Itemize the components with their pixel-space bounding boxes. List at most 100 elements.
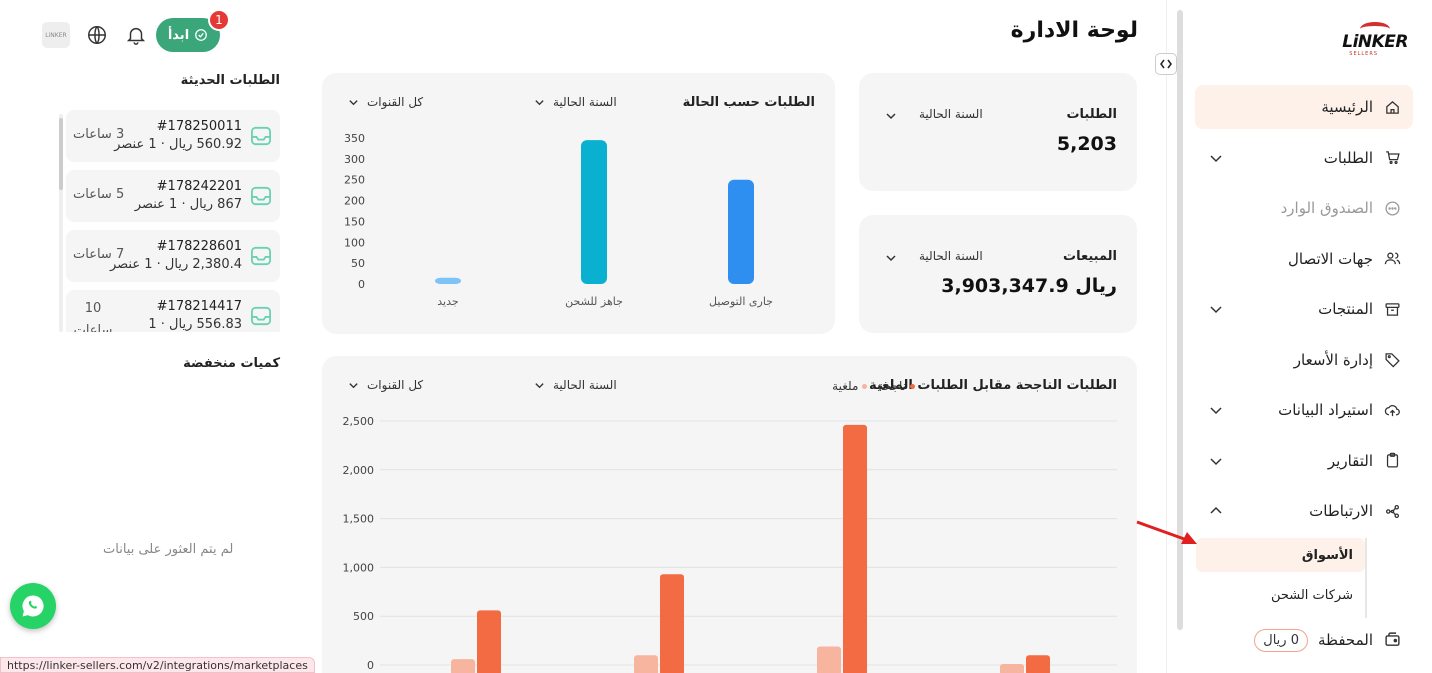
store-avatar-text: LiNKER xyxy=(45,31,67,39)
low-stock-title: كميات منخفضة xyxy=(183,356,280,371)
order-list-item[interactable]: #178228601 2,380.4 ريال · 1 عنصر 7 ساعات xyxy=(66,230,280,282)
brand-logo[interactable]: LiNKER SELLERS xyxy=(1342,20,1408,62)
recent-orders-scroll-track xyxy=(59,114,63,332)
y-tick-label: 350 xyxy=(344,132,365,145)
sidebar-item-wallet[interactable]: المحفظة 0 ريال xyxy=(1195,620,1413,660)
order-list-item[interactable]: #178242201 867 ريال · 1 عنصر 5 ساعات xyxy=(66,170,280,222)
notification-badge: 1 xyxy=(208,9,230,31)
bar-success-2 xyxy=(843,424,867,673)
cart-icon xyxy=(1383,149,1401,167)
status-period-select[interactable]: السنة الحالية xyxy=(534,95,617,109)
sidebar-item-2[interactable]: الصندوق الوارد xyxy=(1195,186,1413,230)
logo-text: LiNKER xyxy=(1342,32,1408,52)
y-tick-label: 1,500 xyxy=(343,513,375,526)
orders-period-select[interactable]: السنة الحالية xyxy=(919,107,983,121)
y-tick-label: 100 xyxy=(344,236,365,249)
sidebar-item-4[interactable]: المنتجات xyxy=(1195,287,1413,331)
status-channel-select[interactable]: كل القنوات xyxy=(348,95,423,109)
order-time: 7 ساعات xyxy=(73,247,125,262)
chevron-down-icon[interactable] xyxy=(1209,454,1223,468)
bar-success-0 xyxy=(477,610,501,673)
y-tick-label: 1,000 xyxy=(343,561,375,574)
inbox-icon xyxy=(251,246,271,266)
logo-arc xyxy=(1360,22,1390,36)
chevron-down-icon[interactable] xyxy=(1209,151,1223,165)
collapse-sidebar-button[interactable] xyxy=(1155,53,1177,75)
chevron-down-icon[interactable] xyxy=(1209,302,1223,316)
order-time: 5 ساعات xyxy=(73,187,125,202)
legend-success: ناجحة xyxy=(877,379,915,393)
low-stock-empty-message: لم يتم العثور على بيانات xyxy=(103,542,234,557)
bar-cancel-0 xyxy=(451,659,475,673)
chevron-down-icon xyxy=(349,99,358,105)
sidebar-item-0[interactable]: الرئيسية xyxy=(1195,85,1413,129)
sidebar-item-6[interactable]: استيراد البيانات xyxy=(1195,388,1413,432)
wallet-balance-badge: 0 ريال xyxy=(1254,628,1308,652)
legend-dot-cancel xyxy=(862,383,868,389)
compare-chart-card: الطلبات الناجحة مقابل الطلبات الملغية نا… xyxy=(322,356,1137,673)
order-meta: 560.92 ريال · 1 عنصر xyxy=(114,137,242,152)
chevron-down-icon[interactable] xyxy=(885,110,897,122)
tag-icon xyxy=(1383,351,1401,369)
bar-0 xyxy=(728,179,754,284)
y-tick-label: 500 xyxy=(353,610,374,623)
compare-channel-select[interactable]: كل القنوات xyxy=(348,378,423,392)
bar-1 xyxy=(581,140,607,284)
recent-orders-list: #178250011 560.92 ريال · 1 عنصر 3 ساعات #17… xyxy=(66,110,280,332)
y-tick-label: 50 xyxy=(351,257,365,270)
chevron-up-icon[interactable] xyxy=(1209,504,1223,518)
archive-icon xyxy=(1383,300,1401,318)
legend-cancel: ملغية xyxy=(832,379,868,393)
sidebar-nav: الرئيسية الطلبات الصندوق الوارد جهات الاتصا… xyxy=(1195,85,1413,540)
order-list-item[interactable]: #178214417 556.83 ريال · 1 10 ساعات xyxy=(66,290,280,332)
sales-period-select[interactable]: السنة الحالية xyxy=(919,249,983,263)
compare-period-select[interactable]: السنة الحالية xyxy=(534,378,617,392)
subnav-item-0[interactable]: الأسواق xyxy=(1196,538,1365,572)
sidebar-item-label: الطلبات xyxy=(1323,148,1373,167)
main-scrollbar[interactable] xyxy=(1177,10,1183,630)
order-time: 3 ساعات xyxy=(73,127,125,142)
order-meta: 556.83 ريال · 1 xyxy=(148,317,242,332)
sales-stat-card: المبيعات السنة الحالية 3,903,347.9 ريال xyxy=(859,215,1137,333)
orders-stat-label: الطلبات xyxy=(1066,107,1117,122)
whatsapp-button[interactable] xyxy=(10,583,56,629)
sidebar-item-7[interactable]: التقارير xyxy=(1195,439,1413,483)
chat-icon xyxy=(1383,199,1401,217)
x-tick-label: جديد xyxy=(437,295,458,308)
store-avatar[interactable]: LiNKER xyxy=(42,22,70,48)
sidebar-item-3[interactable]: جهات الاتصال xyxy=(1195,237,1413,281)
sales-stat-label: المبيعات xyxy=(1063,249,1117,264)
y-tick-label: 150 xyxy=(344,215,365,228)
logo-subtext: SELLERS xyxy=(1349,51,1378,57)
sidebar-item-1[interactable]: الطلبات xyxy=(1195,136,1413,180)
order-time: 10 ساعات xyxy=(73,301,113,332)
chevron-down-icon[interactable] xyxy=(885,252,897,264)
bar-2 xyxy=(435,277,461,284)
recent-orders-scrollbar[interactable] xyxy=(59,118,63,190)
code-arrows-icon xyxy=(1160,59,1172,69)
compare-chart-title: الطلبات الناجحة مقابل الطلبات الملغية xyxy=(868,378,1117,393)
top-bar: LiNKER ابدأ 1 xyxy=(0,0,300,70)
order-id: #178250011 xyxy=(156,119,242,134)
sidebar-item-label: التقارير xyxy=(1327,451,1373,470)
home-icon xyxy=(1383,98,1401,116)
status-channel-label: كل القنوات xyxy=(367,95,424,109)
globe-icon[interactable] xyxy=(86,24,108,46)
order-meta: 867 ريال · 1 عنصر xyxy=(134,197,242,212)
users-icon xyxy=(1383,250,1401,268)
subnav-item-1[interactable]: شركات الشحن xyxy=(1270,587,1353,603)
order-list-item[interactable]: #178250011 560.92 ريال · 1 عنصر 3 ساعات xyxy=(66,110,280,162)
sidebar-item-label: إدارة الأسعار xyxy=(1293,350,1373,369)
orders-stat-value: 5,203 xyxy=(1056,133,1117,155)
sidebar-item-5[interactable]: إدارة الأسعار xyxy=(1195,338,1413,382)
sidebar-item-label: جهات الاتصال xyxy=(1287,249,1373,268)
legend-cancel-label: ملغية xyxy=(832,379,859,393)
share-network-icon xyxy=(1383,502,1401,520)
status-period-label: السنة الحالية xyxy=(553,95,617,109)
bar-cancel-3 xyxy=(1000,664,1024,673)
order-id: #178214417 xyxy=(156,299,242,314)
sidebar-item-8[interactable]: الارتباطات xyxy=(1195,489,1413,533)
status-url-bar: https://linker-sellers.com/v2/integratio… xyxy=(0,657,315,673)
bell-icon[interactable] xyxy=(125,24,147,46)
chevron-down-icon[interactable] xyxy=(1209,403,1223,417)
